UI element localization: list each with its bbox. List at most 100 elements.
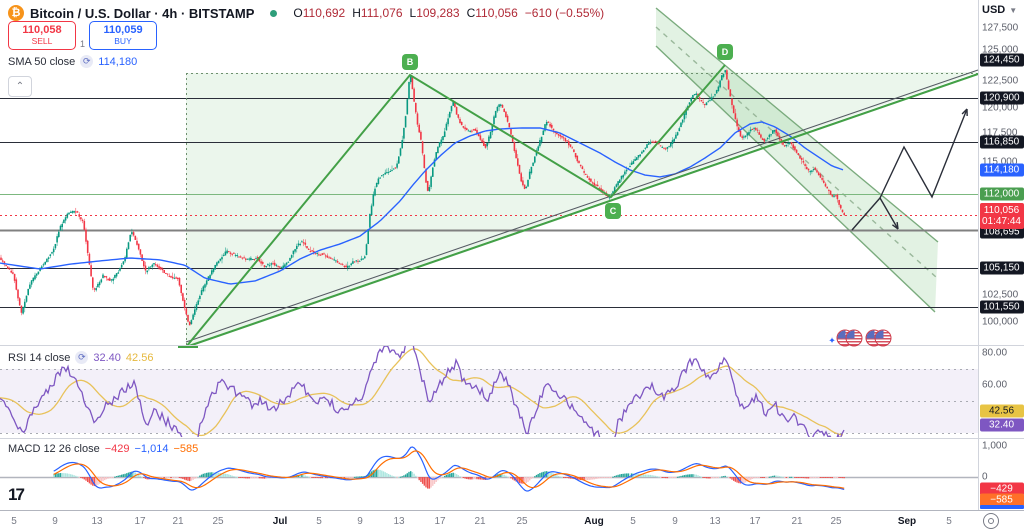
macd-legend[interactable]: MACD 12 26 close −429 −1,014 −585	[8, 443, 198, 455]
rsi-tick: 60.00	[982, 379, 1008, 391]
last-price-badge: 110,056 01:47:44	[979, 203, 1024, 229]
macd-line-value: −1,014	[134, 443, 169, 455]
open-label: O	[293, 6, 303, 20]
pattern-point-c: C	[605, 203, 621, 219]
close-label: C	[466, 6, 476, 20]
time-tick: 21	[172, 516, 184, 527]
price-tick: 102,500	[982, 289, 1019, 301]
macd-value-badge: −429	[979, 482, 1024, 496]
time-tick: 5	[946, 516, 952, 527]
time-tick: 21	[791, 516, 803, 527]
sell-button[interactable]: 110,058 SELL	[8, 21, 76, 50]
price-tick: 100,000	[982, 316, 1019, 328]
macd-tick: 0	[982, 471, 988, 483]
refresh-icon[interactable]: ⟳	[75, 351, 89, 364]
macd-signal-value: −585	[173, 443, 199, 455]
sparkle-icon: ✦	[828, 335, 836, 346]
tradingview-logo[interactable]: 17	[8, 485, 25, 504]
macd-value-badge: −585	[979, 493, 1024, 507]
price-tick: 117,500	[982, 127, 1018, 139]
rsi-ma-value: 42.56	[125, 351, 154, 364]
sell-label: SELL	[31, 35, 53, 46]
price-tick: 127,500	[982, 22, 1019, 34]
time-tick: 25	[212, 516, 224, 527]
time-tick: 9	[52, 516, 58, 527]
price-level-badge: 116,850	[979, 135, 1024, 149]
low-label: L	[409, 6, 417, 20]
time-axis[interactable]	[0, 511, 1024, 530]
time-month-label: Jul	[272, 516, 288, 527]
currency-selector[interactable]: USD ▼	[982, 4, 1017, 16]
rsi-value-badge: 42.56	[979, 404, 1024, 418]
time-month-label: Aug	[584, 516, 604, 527]
chevron-down-icon: ▼	[1009, 5, 1018, 15]
axis-settings-gear-icon[interactable]	[983, 513, 999, 529]
symbol-title[interactable]: Bitcoin / U.S. Dollar · 4h · BITSTAMP	[30, 5, 255, 21]
price-level-badge: 105,150	[979, 261, 1024, 275]
rsi-main-value: 32.40	[93, 351, 121, 364]
price-level-badge: 114,180	[979, 163, 1024, 177]
close-value: 110,056	[475, 6, 518, 20]
us-flag-icon	[874, 329, 892, 347]
pattern-point-d: D	[717, 44, 733, 60]
macd-value-badge-clipped	[979, 505, 1024, 509]
ohlc-readout: O110,692 H111,076 L109,283 C110,056 −610…	[293, 6, 604, 20]
buy-price: 110,059	[103, 24, 143, 37]
trade-widget: 110,058 SELL 1 110,059 BUY	[8, 21, 158, 50]
last-price-value: 110,056	[983, 205, 1020, 216]
macd-legend-label: MACD 12 26 close	[8, 443, 100, 455]
time-tick: 13	[709, 516, 721, 527]
buy-label: BUY	[114, 35, 132, 46]
open-value: 110,692	[302, 6, 346, 20]
price-level-badge: 120,900	[979, 91, 1024, 105]
buy-button[interactable]: 110,059 BUY	[89, 21, 158, 50]
price-tick: 122,500	[982, 75, 1019, 87]
price-tick: 115,000	[982, 156, 1018, 168]
sma-value: 114,180	[98, 55, 138, 68]
us-flag-icon	[845, 329, 863, 347]
sma-legend-label: SMA 50 close	[8, 55, 76, 68]
price-axis[interactable]	[978, 0, 1024, 510]
time-tick: 5	[630, 516, 636, 527]
price-level-badge: 124,450	[979, 53, 1024, 67]
collapse-legend-button[interactable]: ⌃	[8, 76, 32, 97]
rsi-legend[interactable]: RSI 14 close ⟳ 32.40 42.56	[8, 351, 153, 364]
time-tick: 25	[516, 516, 528, 527]
macd-hist-value: −429	[104, 443, 130, 455]
time-tick: 25	[830, 516, 842, 527]
symbol-row: ₿ Bitcoin / U.S. Dollar · 4h · BITSTAMP …	[8, 4, 604, 22]
rsi-legend-label: RSI 14 close	[8, 351, 71, 364]
time-tick: 13	[393, 516, 405, 527]
macd-tick: 1,000	[982, 440, 1008, 452]
spread-value: 1	[80, 39, 86, 49]
time-tick: 17	[749, 516, 761, 527]
price-tick: 125,000	[982, 44, 1019, 56]
market-status-dot[interactable]	[270, 9, 278, 17]
bitcoin-icon: ₿	[8, 5, 24, 21]
time-tick: 5	[316, 516, 322, 527]
sell-price: 110,058	[22, 24, 62, 37]
sma-legend[interactable]: SMA 50 close ⟳ 114,180	[8, 55, 137, 68]
time-month-label: Sep	[897, 516, 917, 527]
currency-label: USD	[982, 4, 1006, 16]
time-tick: 17	[434, 516, 446, 527]
time-tick: 13	[91, 516, 103, 527]
high-value: 111,076	[360, 6, 403, 20]
price-tick: 120,000	[982, 102, 1019, 114]
countdown-timer: 01:47:44	[982, 216, 1021, 227]
high-label: H	[352, 6, 361, 20]
time-tick: 5	[11, 516, 17, 527]
refresh-icon[interactable]: ⟳	[80, 55, 94, 68]
time-tick: 17	[134, 516, 146, 527]
time-tick: 21	[474, 516, 486, 527]
change-value: −610 (−0.55%)	[524, 6, 605, 20]
time-tick: 9	[672, 516, 678, 527]
rsi-value-badge: 32.40	[979, 418, 1024, 432]
low-value: 109,283	[416, 6, 460, 20]
price-level-badge: 112,000	[979, 187, 1024, 201]
rsi-tick: 80.00	[982, 347, 1008, 359]
price-level-badge: 101,550	[979, 300, 1024, 314]
time-tick: 9	[357, 516, 363, 527]
